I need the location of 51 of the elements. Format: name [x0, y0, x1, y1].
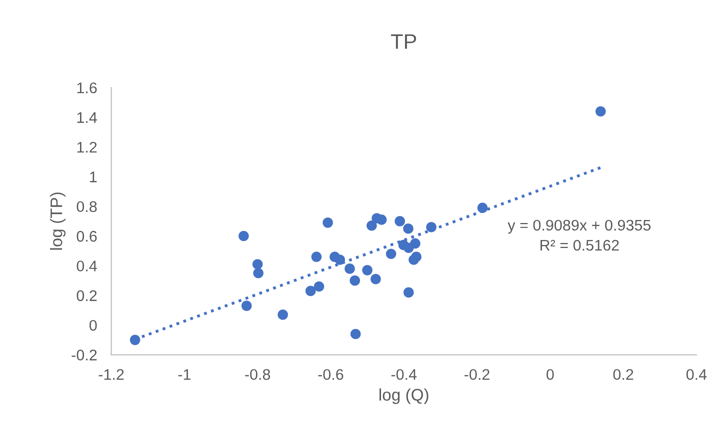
y-axis-title: log (TP) — [50, 192, 66, 250]
x-tick-label: 0 — [546, 369, 554, 380]
point — [595, 106, 606, 116]
point — [253, 268, 264, 278]
point — [344, 264, 355, 274]
point — [130, 334, 140, 346]
point — [238, 230, 249, 242]
point — [403, 223, 414, 234]
point — [366, 220, 377, 231]
point — [252, 259, 263, 270]
point — [278, 310, 288, 320]
point — [305, 286, 316, 296]
y-tick-label: 0.4 — [76, 260, 97, 272]
y-tick-label: 0.6 — [76, 230, 97, 242]
annotation: y = 0.9089x + 0.9355 — [508, 220, 651, 234]
x-tick-label: -1.2 — [98, 369, 124, 380]
point — [314, 281, 324, 292]
x-tick-label: -0.2 — [464, 369, 490, 380]
y-tick-label: 1 — [90, 172, 97, 182]
point — [350, 328, 361, 340]
point — [311, 252, 322, 262]
y-tick-label: 0.8 — [76, 201, 97, 212]
annotation: R² = 0.5162 — [540, 240, 619, 251]
point — [334, 254, 346, 265]
point — [394, 216, 405, 226]
point — [403, 242, 414, 254]
x-tick-label: -0.4 — [391, 369, 417, 380]
point — [322, 218, 333, 228]
point — [362, 265, 372, 276]
point — [403, 287, 414, 298]
point — [477, 202, 488, 213]
y-tick-label: 1.2 — [77, 142, 97, 153]
point — [386, 248, 396, 259]
chart-title: TP — [391, 34, 416, 49]
point — [241, 300, 252, 311]
point — [370, 274, 381, 284]
point — [376, 214, 387, 225]
point — [350, 275, 360, 286]
x-tick-label: -0.6 — [318, 369, 344, 380]
x-tick-label: -0.8 — [245, 369, 270, 380]
y-tick-label: 1.6 — [77, 82, 97, 94]
y-tick-label: -0.2 — [72, 350, 97, 360]
x-tick-label: 0.4 — [686, 369, 707, 380]
point — [411, 252, 422, 262]
x-tick-label: 0.2 — [613, 369, 634, 380]
point — [426, 222, 436, 232]
x-axis-title: log (Q) — [380, 388, 428, 404]
y-tick-label: 0.2 — [76, 290, 97, 302]
y-tick-label: 0 — [90, 320, 97, 331]
y-tick-label: 1.4 — [77, 112, 97, 123]
x-tick-label: -1 — [178, 369, 190, 380]
